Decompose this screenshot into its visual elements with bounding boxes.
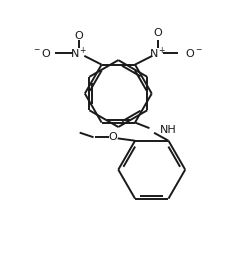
Text: O: O [153, 28, 162, 38]
Text: O$^-$: O$^-$ [184, 47, 202, 59]
Text: NH: NH [159, 125, 176, 135]
Text: N$^+$: N$^+$ [70, 45, 87, 61]
Text: $^-$O: $^-$O [32, 47, 52, 59]
Text: N$^+$: N$^+$ [149, 45, 166, 61]
Text: O: O [74, 31, 82, 41]
Text: O: O [108, 132, 117, 142]
